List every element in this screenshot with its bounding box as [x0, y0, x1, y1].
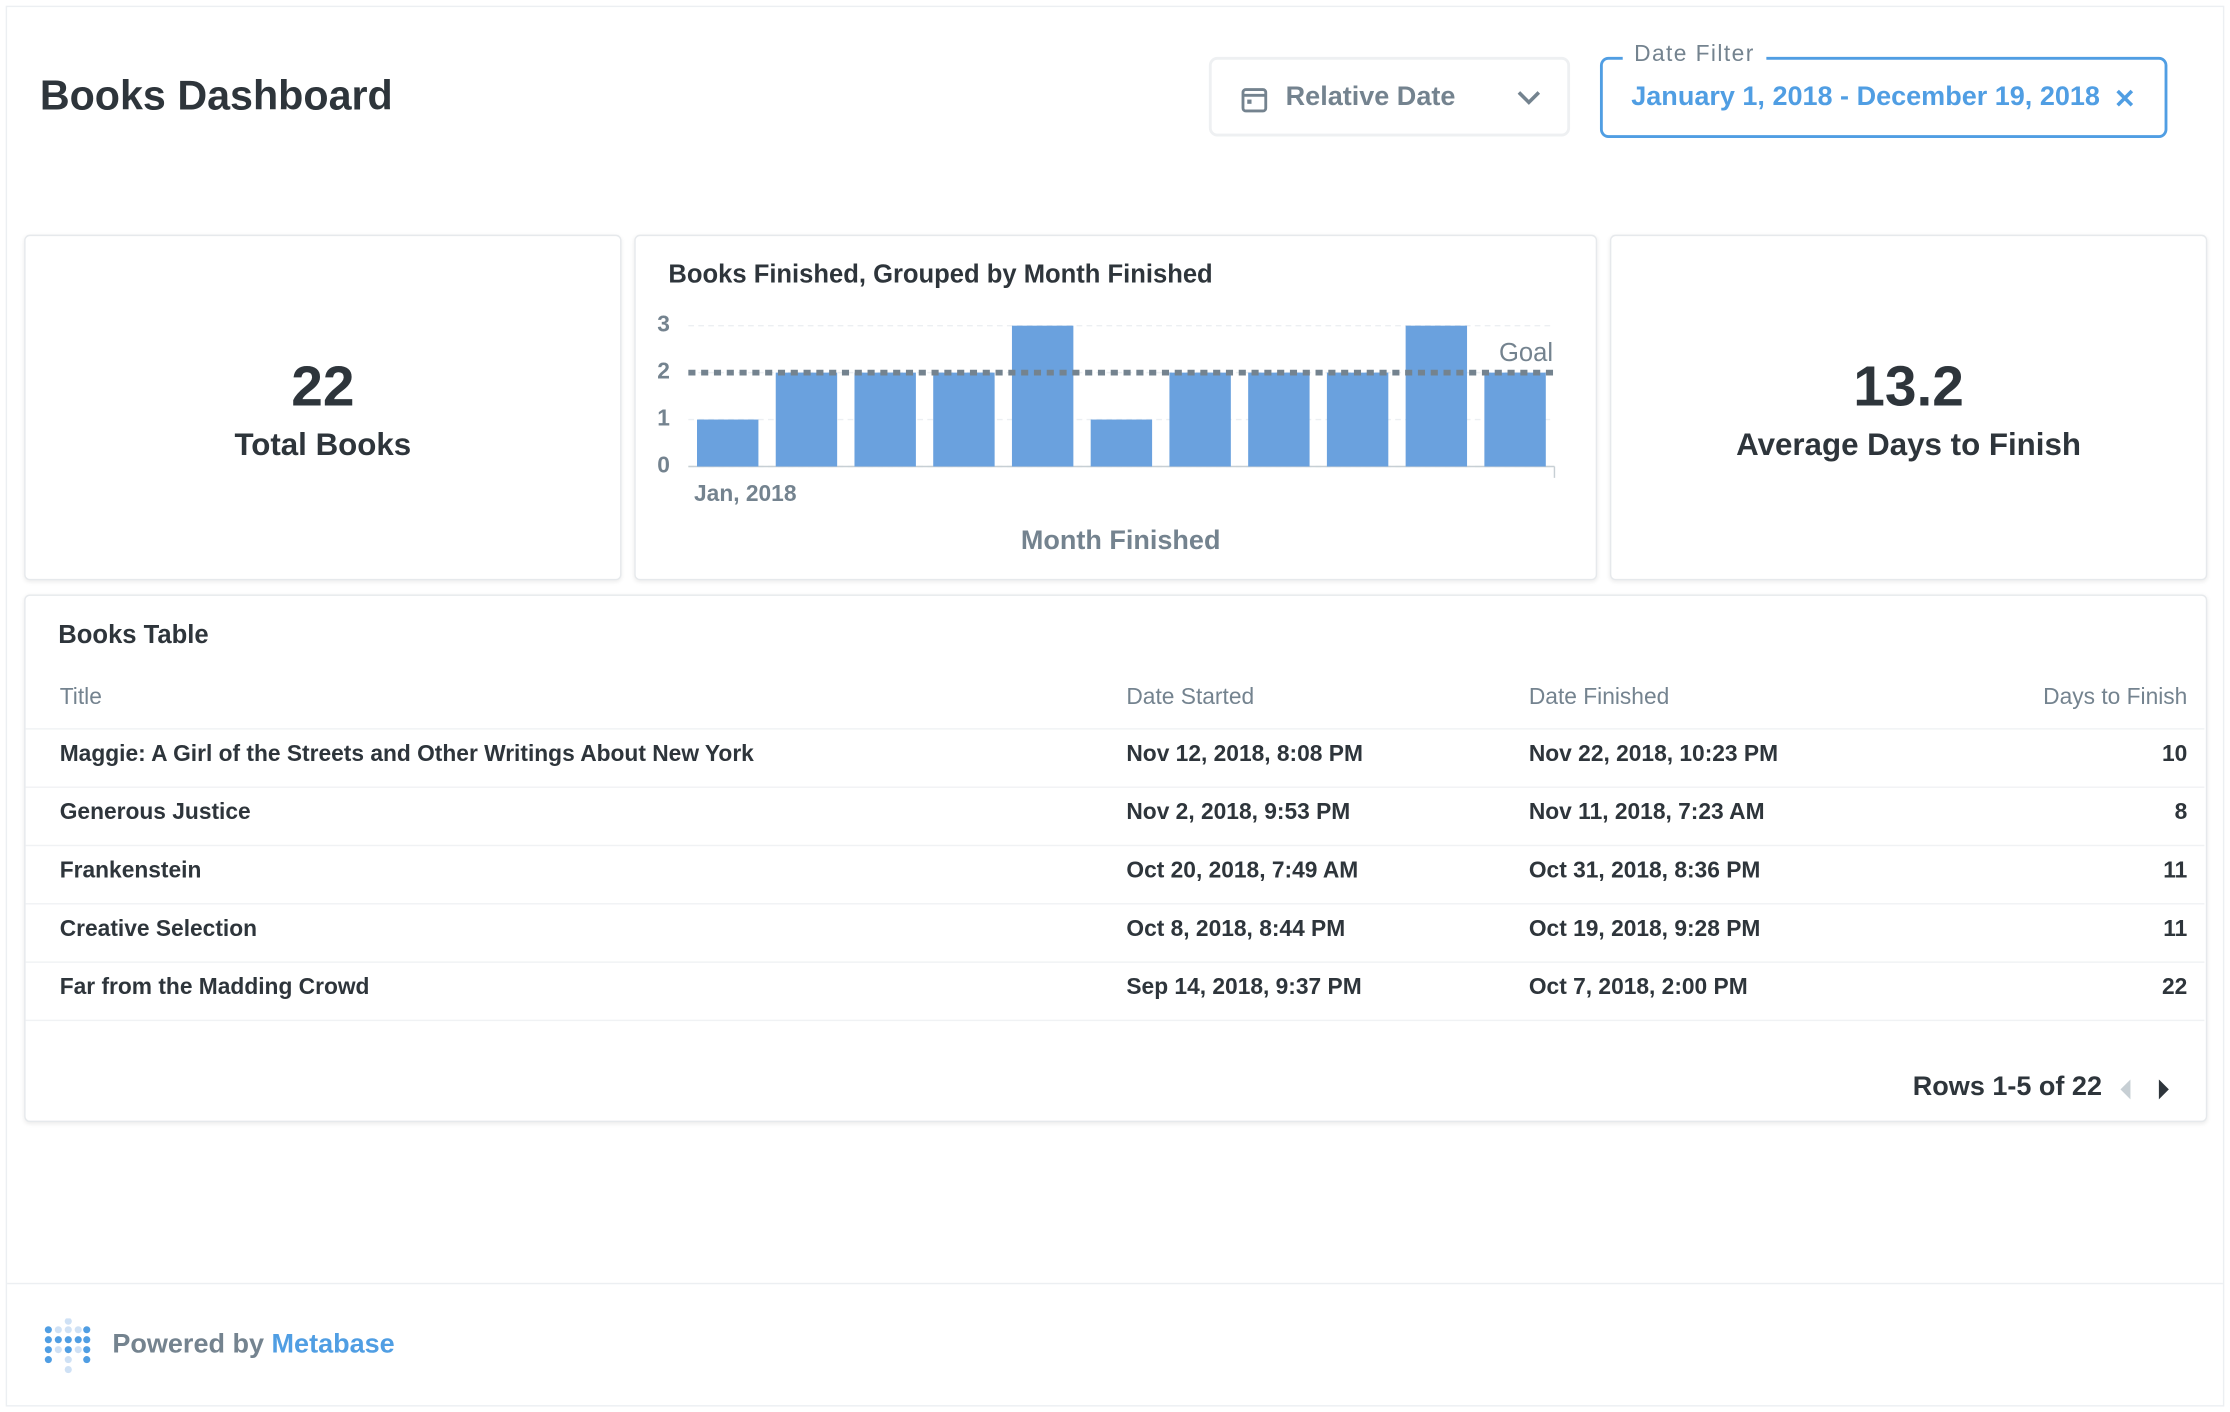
table-cell: Oct 8, 2018, 8:44 PM — [1126, 917, 1345, 943]
bar — [1169, 373, 1230, 467]
filter-label: Relative Date — [1286, 82, 1456, 113]
table-cell: Nov 12, 2018, 8:08 PM — [1126, 742, 1363, 768]
bar — [776, 373, 837, 467]
footer: Powered by Metabase — [112, 1330, 394, 1361]
scalar-label: Total Books — [26, 427, 620, 464]
calendar-icon — [1240, 85, 1268, 113]
filter-value: January 1, 2018 - December 19, 2018 — [1631, 82, 2100, 113]
table-title: Books Table — [58, 620, 208, 650]
clear-icon[interactable] — [2115, 88, 2135, 108]
scalar-value: 13.2 — [1611, 356, 2205, 420]
pagination: Rows 1-5 of 22 — [1849, 1072, 2102, 1103]
bar — [1406, 326, 1467, 467]
footer-prefix: Powered by — [112, 1330, 264, 1360]
y-tick-label: 1 — [657, 405, 670, 431]
row-divider — [26, 961, 2205, 962]
row-divider — [26, 786, 2205, 787]
footer-brand[interactable]: Metabase — [272, 1330, 395, 1360]
table-cell: 11 — [1849, 859, 2187, 885]
bar — [1091, 420, 1152, 467]
row-divider — [26, 728, 2205, 729]
scalar-label: Average Days to Finish — [1611, 427, 2205, 464]
table-cell: Sep 14, 2018, 9:37 PM — [1126, 976, 1361, 1002]
row-divider — [26, 845, 2205, 846]
row-divider — [26, 903, 2205, 904]
table-cell: 11 — [1849, 917, 2187, 943]
table-cell: 8 — [1849, 801, 2187, 827]
x-tick-label: Jan, 2018 — [694, 480, 796, 506]
table-cell: Far from the Madding Crowd — [60, 976, 370, 1002]
table-cell: Oct 19, 2018, 9:28 PM — [1529, 917, 1760, 943]
table-cell: Creative Selection — [60, 917, 257, 943]
y-tick-label: 3 — [657, 311, 670, 337]
filter-legend: Date Filter — [1623, 43, 1766, 69]
table-cell: Generous Justice — [60, 801, 251, 827]
divider — [7, 1283, 2223, 1284]
table-cell: 22 — [1849, 976, 2187, 1002]
chart-title: Books Finished, Grouped by Month Finishe… — [668, 261, 1212, 289]
scalar-value: 22 — [26, 356, 620, 420]
bar — [697, 420, 758, 467]
y-tick-label: 0 — [657, 451, 670, 477]
pager[interactable] — [2116, 1075, 2176, 1103]
chevron-icon — [1516, 88, 1542, 108]
bar — [933, 373, 994, 467]
bar — [1248, 373, 1309, 467]
y-tick-label: 2 — [657, 358, 670, 384]
column-header[interactable]: Days to Finish — [1849, 685, 2187, 711]
chart-card: Books Finished, Grouped by Month Finishe… — [634, 235, 1597, 581]
table-cell: Nov 22, 2018, 10:23 PM — [1529, 742, 1778, 768]
table-cell: Nov 11, 2018, 7:23 AM — [1529, 801, 1765, 827]
bar — [854, 373, 915, 467]
dashboard-title: Books Dashboard — [40, 74, 393, 121]
metabase-logo — [43, 1318, 94, 1375]
goal-label: Goal — [1499, 339, 1553, 367]
table-cell: 10 — [1849, 742, 2187, 768]
column-header[interactable]: Date Finished — [1529, 685, 1669, 711]
relative-date-filter[interactable]: Relative Date — [1209, 57, 1570, 137]
scalar-card: 13.2 Average Days to Finish — [1610, 235, 2207, 581]
bar — [1327, 373, 1388, 467]
x-axis-label: Month Finished — [1021, 525, 1221, 555]
scalar-card: 22 Total Books — [24, 235, 621, 581]
table-cell: Frankenstein — [60, 859, 202, 885]
date-filter[interactable]: Date Filter January 1, 2018 - December 1… — [1600, 57, 2167, 138]
bar — [1012, 326, 1073, 467]
column-header[interactable]: Date Started — [1126, 685, 1254, 711]
bar — [1484, 373, 1545, 467]
row-divider — [26, 1020, 2205, 1021]
table-cell: Maggie: A Girl of the Streets and Other … — [60, 742, 754, 768]
column-header[interactable]: Title — [60, 685, 102, 711]
table-cell: Oct 7, 2018, 2:00 PM — [1529, 976, 1748, 1002]
chart: Books Finished, Grouped by Month Finishe… — [636, 236, 1596, 579]
table-cell: Oct 20, 2018, 7:49 AM — [1126, 859, 1358, 885]
table-cell: Nov 2, 2018, 9:53 PM — [1126, 801, 1350, 827]
table-cell: Oct 31, 2018, 8:36 PM — [1529, 859, 1760, 885]
